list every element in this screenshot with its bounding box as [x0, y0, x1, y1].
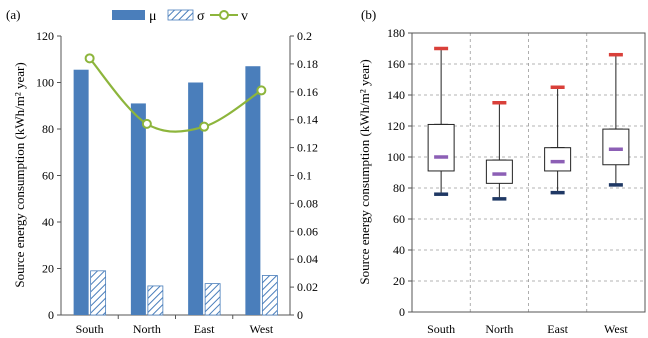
panel-a-y2-tick-label: 0.06	[297, 224, 318, 238]
legend-sigma-swatch	[167, 9, 194, 21]
point-v	[141, 118, 152, 129]
point-v	[199, 121, 210, 132]
panel-a-y2-tick-label: 0.2	[297, 29, 312, 43]
bar-mu	[245, 66, 261, 315]
panel-b-y-tick-label: 100	[387, 150, 405, 164]
panel-a-y-tick-label: 100	[36, 76, 54, 90]
panel-a: (a) μ σ v Source energy consumption (kWh…	[6, 7, 318, 336]
bar-mu	[188, 82, 204, 315]
legend-mu-swatch	[112, 10, 145, 20]
panel-a-y2-tick-label: 0.02	[297, 280, 318, 294]
panel-a-y2-tick-label: 0	[297, 308, 303, 322]
panel-a-y2-tick-label: 0.08	[297, 196, 318, 210]
line-v	[88, 57, 262, 133]
panel-b-label: (b)	[361, 7, 376, 22]
bar-mu	[130, 103, 146, 315]
box-iqr	[427, 123, 455, 172]
panel-b-y-tick-label: 120	[387, 119, 405, 133]
panel-b-x-tick-label: West	[604, 322, 628, 336]
panel-b-y-tick-label: 80	[393, 181, 405, 195]
panel-b-y-tick-label: 140	[387, 88, 405, 102]
panel-a-y2-tick-label: 0.16	[297, 85, 318, 99]
panel-a-y2-tick-label: 0.04	[297, 252, 318, 266]
panel-a-y2-tick-label: 0.1	[297, 169, 312, 183]
panel-b-y-tick-label: 180	[387, 26, 405, 40]
point-v	[256, 85, 267, 96]
panel-b-x-tick-label: East	[547, 322, 568, 336]
panel-a-y2-tick-label: 0.12	[297, 141, 318, 155]
panel-a-x-tick-label: West	[250, 322, 274, 336]
bar-sigma	[147, 285, 164, 316]
panel-b-y-tick-label: 60	[393, 212, 405, 226]
panel-a-y-tick-label: 40	[42, 215, 54, 229]
panel-b-plot: 0 20 40 60 80 100 120 140 160 180 South North East We…	[387, 26, 646, 336]
panel-b-y-axis-title: Source energy consumption (kWh/m² year)	[357, 59, 372, 284]
panel-a-y-tick-label: 120	[36, 29, 54, 43]
bar-sigma	[261, 275, 278, 316]
legend-v-marker	[219, 10, 229, 20]
panel-b-frame	[411, 32, 646, 313]
bar-mu	[73, 69, 89, 316]
panel-a-y-tick-label: 60	[42, 169, 54, 183]
bar-sigma	[90, 270, 107, 316]
panel-a-legend: μ σ v	[112, 9, 248, 24]
panel-a-y-tick-label: 20	[42, 262, 54, 276]
panel-b-y-tick-label: 160	[387, 57, 405, 71]
legend-v-label: v	[241, 9, 248, 24]
panel-a-x-tick-label: South	[76, 322, 104, 336]
panel-a-y-tick-label: 0	[48, 308, 54, 322]
panel-b-y-tick-label: 40	[393, 243, 405, 257]
panel-b-x-tick-label: South	[427, 322, 455, 336]
panel-b-x-tick-label: North	[485, 322, 513, 336]
panel-a-x-tick-label: East	[194, 322, 215, 336]
panel-a-y2-tick-label: 0.18	[297, 57, 318, 71]
legend-sigma-label: σ	[197, 9, 205, 24]
legend-mu-label: μ	[149, 9, 157, 24]
box-iqr	[602, 128, 630, 166]
panel-a-label: (a)	[6, 7, 20, 22]
panel-b-y-tick-label: 0	[399, 305, 405, 319]
panel-b: (b) Source energy consumption (kWh/m² ye…	[357, 7, 646, 336]
panel-a-y-axis-title: Source energy consumption (kWh/m² year)	[12, 62, 27, 287]
panel-a-y2-tick-label: 0.14	[297, 113, 318, 127]
box-iqr	[485, 159, 513, 184]
bar-sigma	[204, 283, 221, 316]
panel-a-y-tick-label: 80	[42, 122, 54, 136]
panel-a-plot: 0 20 40 60 80 100 120 0 0.02 0.04 0.06 0.08 0.1 0.12 0…	[36, 29, 318, 336]
panel-b-y-tick-label: 20	[393, 274, 405, 288]
point-v	[84, 53, 95, 64]
panel-a-x-tick-label: North	[133, 322, 161, 336]
box-iqr	[544, 147, 572, 172]
